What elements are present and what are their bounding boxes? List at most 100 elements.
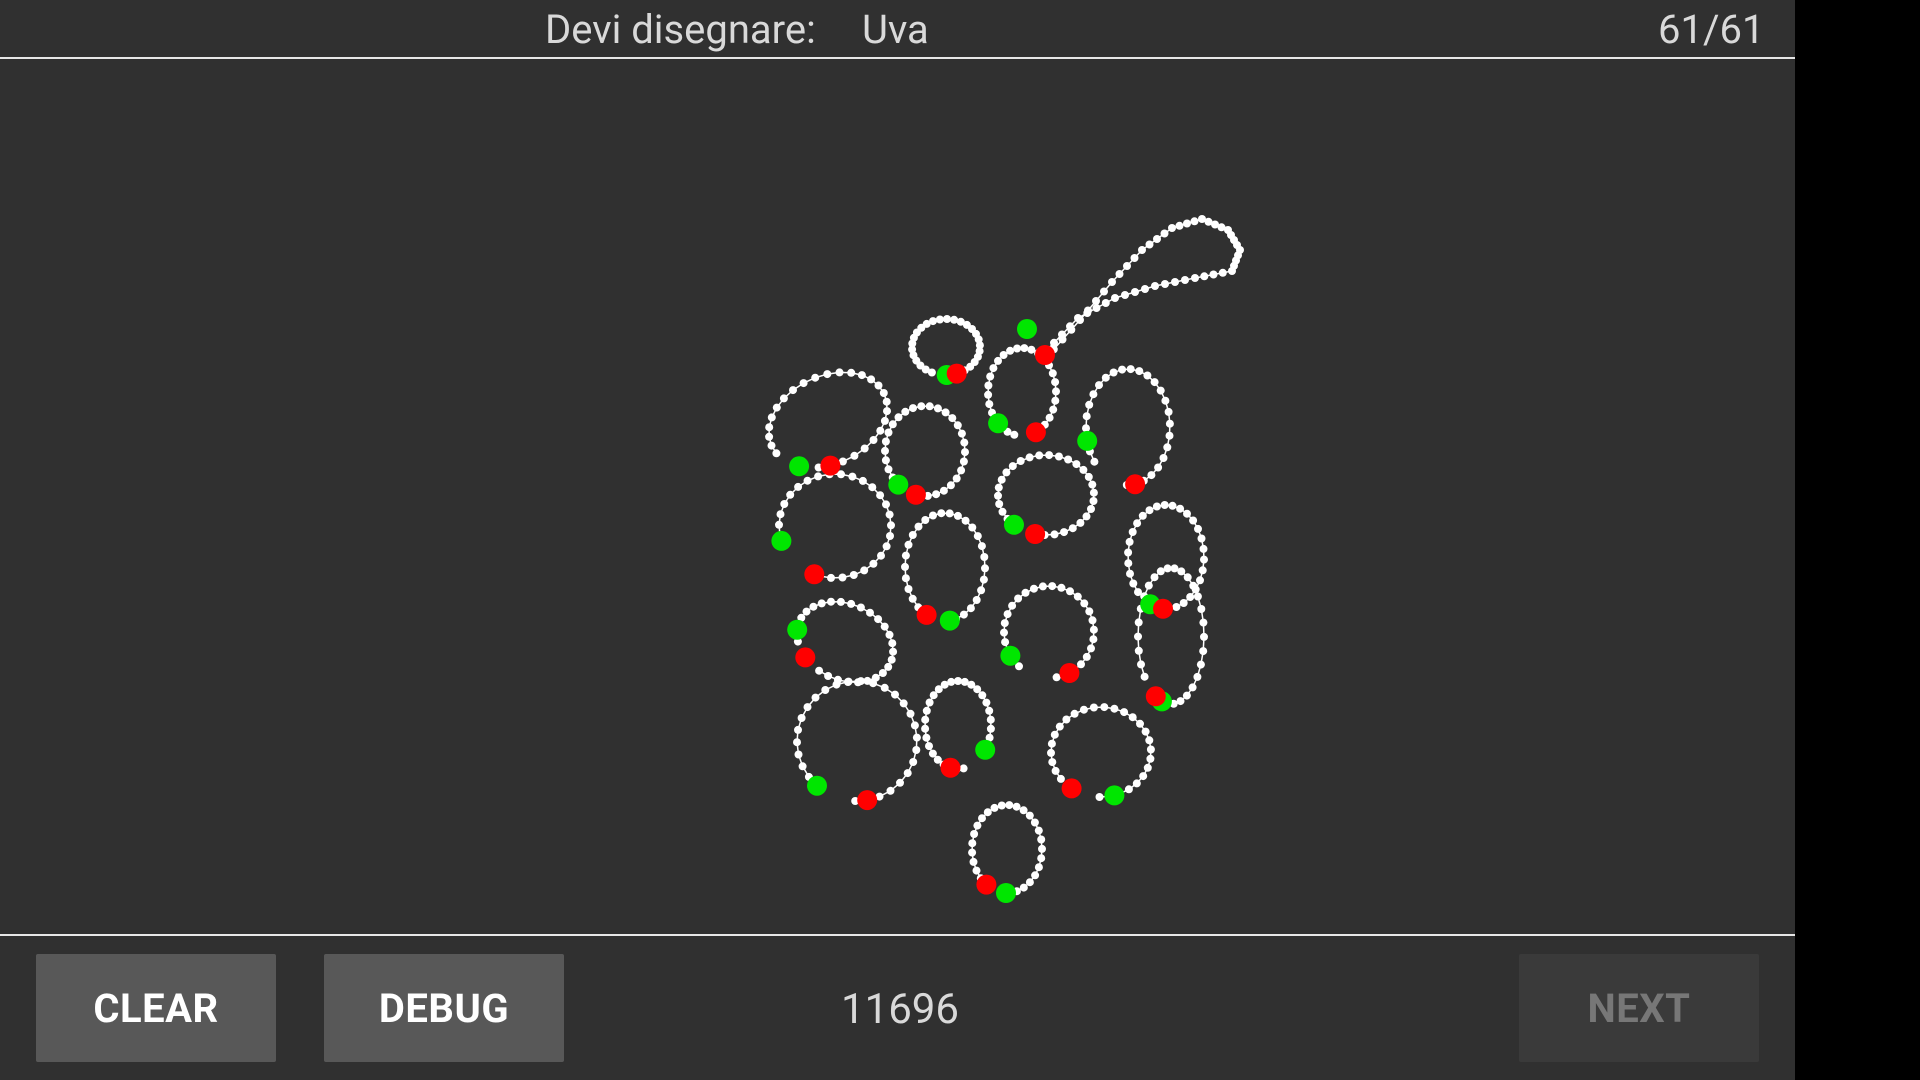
clear-button[interactable]: CLEAR — [36, 954, 276, 1062]
stroke-point — [925, 402, 934, 411]
stroke-point — [1186, 593, 1195, 601]
stroke-point — [1171, 278, 1179, 286]
stroke-end-dot — [1025, 422, 1046, 443]
stroke-point — [921, 715, 930, 724]
stroke-point — [1038, 582, 1047, 591]
stroke-line — [768, 371, 888, 469]
stroke-point — [885, 630, 894, 639]
stroke-point — [1070, 709, 1079, 718]
stroke-point — [1190, 217, 1199, 226]
stroke-point — [1134, 632, 1142, 641]
stroke-point — [1082, 652, 1091, 661]
stroke-point — [1088, 616, 1097, 625]
stroke-point — [1172, 603, 1181, 611]
stroke-point — [945, 509, 954, 518]
stroke-point — [933, 755, 942, 764]
stroke-point — [909, 758, 918, 766]
stroke-point — [889, 647, 898, 656]
stroke-point — [973, 532, 982, 541]
stroke-point — [947, 677, 956, 686]
stroke-point — [1092, 297, 1100, 305]
header-divider — [0, 57, 1795, 59]
stroke-point — [765, 432, 774, 441]
stroke-point — [1060, 528, 1068, 537]
next-button[interactable]: NEXT — [1519, 954, 1759, 1062]
stroke-point — [948, 414, 957, 423]
stroke-point — [1010, 430, 1019, 439]
stroke-point — [1089, 497, 1098, 505]
stroke-point — [1045, 413, 1054, 422]
drawing-strokes — [765, 215, 1244, 903]
stroke-point — [1135, 367, 1144, 376]
stroke-point — [1228, 267, 1236, 275]
stroke-point — [1143, 763, 1152, 772]
stroke-point — [981, 564, 989, 573]
stroke-point — [968, 848, 977, 857]
stroke-point — [1150, 573, 1159, 582]
stroke-point — [1003, 610, 1012, 619]
debug-button[interactable]: DEBUG — [324, 954, 564, 1062]
stroke-start-dot — [1017, 319, 1037, 339]
stroke-end-dot — [946, 363, 967, 384]
stroke-point — [1121, 291, 1129, 299]
stroke-point — [1025, 811, 1034, 820]
stroke-point — [824, 672, 833, 680]
stroke-point — [869, 679, 878, 688]
stroke-point — [977, 542, 986, 551]
stroke-point — [1193, 592, 1202, 601]
stroke-start-dot — [1077, 430, 1098, 451]
stroke-point — [943, 315, 951, 323]
stroke-point — [1151, 282, 1159, 290]
stroke-point — [1161, 396, 1170, 405]
stroke-point — [1145, 240, 1154, 249]
stroke-point — [1050, 338, 1058, 347]
stroke-point — [1145, 506, 1154, 515]
stroke-point — [1101, 373, 1110, 382]
stroke-point — [1188, 683, 1197, 692]
stroke-point — [1050, 730, 1059, 739]
stroke-point — [1052, 387, 1060, 396]
drawing-canvas[interactable] — [0, 59, 1795, 934]
stroke-point — [1095, 793, 1104, 801]
stroke-point — [1196, 660, 1205, 669]
stroke-start-dot — [939, 610, 960, 631]
stroke-point — [884, 662, 893, 671]
stroke-point — [856, 603, 865, 612]
stroke-point — [1019, 806, 1028, 815]
stroke-point — [811, 373, 820, 382]
stroke-point — [984, 390, 993, 399]
stroke-point — [960, 438, 969, 447]
stroke-point — [998, 507, 1007, 516]
stroke-point — [1200, 555, 1208, 564]
stroke-point — [832, 680, 841, 689]
stroke-point — [803, 703, 812, 712]
stroke-point — [1031, 871, 1040, 880]
stroke-point — [1048, 369, 1057, 378]
stroke-point — [957, 466, 966, 475]
stroke-point — [1163, 564, 1172, 573]
stroke-point — [780, 500, 789, 508]
stroke-point — [978, 691, 987, 700]
stroke-point — [1133, 519, 1142, 528]
stroke-point — [1006, 346, 1015, 355]
stroke-point — [961, 448, 969, 457]
stroke-point — [1082, 412, 1091, 421]
stroke-point — [881, 446, 889, 455]
stroke-point — [1124, 548, 1133, 557]
stroke-point — [882, 542, 891, 551]
stroke-point — [876, 491, 885, 500]
stroke-end-dot — [820, 455, 841, 476]
score-value: 11696 — [840, 985, 960, 1034]
stroke-point — [1100, 287, 1108, 296]
stroke-point — [817, 599, 826, 608]
stroke-point — [1087, 505, 1095, 513]
stroke-point — [866, 608, 874, 617]
stroke-end-dot — [804, 564, 825, 585]
stroke-point — [1183, 573, 1192, 582]
stroke-point — [880, 416, 889, 425]
stroke-start-dot — [771, 530, 792, 551]
stroke-point — [957, 429, 966, 438]
stroke-point — [1150, 378, 1159, 387]
stroke-point — [847, 368, 856, 377]
stroke-point — [1211, 220, 1219, 229]
